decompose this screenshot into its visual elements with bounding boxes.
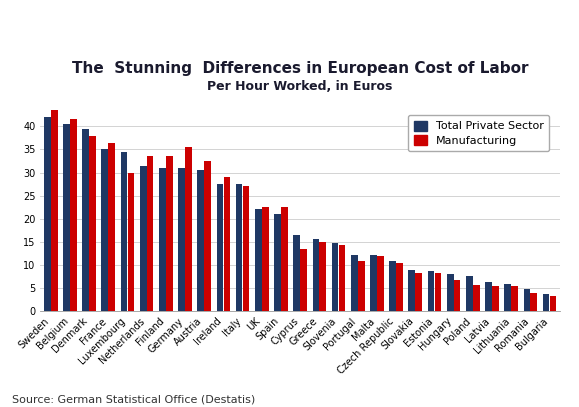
Bar xyxy=(236,184,243,311)
Bar xyxy=(320,242,326,311)
Bar xyxy=(454,280,460,311)
Text: Source: German Statistical Office (Destatis): Source: German Statistical Office (Desta… xyxy=(12,395,255,405)
Bar xyxy=(70,120,77,311)
Bar xyxy=(447,274,453,311)
Bar xyxy=(549,296,556,311)
Bar xyxy=(543,294,549,311)
Bar xyxy=(166,156,173,311)
Bar xyxy=(108,142,115,311)
Bar xyxy=(274,214,281,311)
Bar xyxy=(485,282,492,311)
Bar xyxy=(504,284,511,311)
Bar xyxy=(255,210,262,311)
Bar xyxy=(197,170,204,311)
Bar xyxy=(396,263,403,311)
Bar xyxy=(82,129,89,311)
Bar xyxy=(370,255,377,311)
Bar xyxy=(120,152,127,311)
Legend: Total Private Sector, Manufacturing: Total Private Sector, Manufacturing xyxy=(408,115,549,151)
Bar xyxy=(313,239,319,311)
Bar xyxy=(492,286,499,311)
Text: Per Hour Worked, in Euros: Per Hour Worked, in Euros xyxy=(207,80,393,93)
Bar xyxy=(127,173,134,311)
Bar xyxy=(389,261,396,311)
Bar xyxy=(185,147,192,311)
Bar xyxy=(435,273,441,311)
Title: The  Stunning  Differences in European Cost of Labor
Per Hour Worked, in Euros: The Stunning Differences in European Cos… xyxy=(0,406,1,407)
Bar xyxy=(51,110,57,311)
Bar xyxy=(204,161,211,311)
Bar xyxy=(217,184,223,311)
Bar xyxy=(301,249,307,311)
Bar xyxy=(262,207,269,311)
Text: The  Stunning  Differences in European Cost of Labor: The Stunning Differences in European Cos… xyxy=(72,61,529,76)
Bar xyxy=(530,293,537,311)
Bar xyxy=(523,289,530,311)
Bar xyxy=(466,276,472,311)
Bar xyxy=(146,156,153,311)
Bar xyxy=(358,261,365,311)
Bar xyxy=(415,273,422,311)
Bar xyxy=(511,286,518,311)
Bar xyxy=(339,245,345,311)
Bar xyxy=(408,270,415,311)
Bar xyxy=(428,271,434,311)
Bar xyxy=(332,243,338,311)
Bar xyxy=(294,235,300,311)
Bar xyxy=(89,136,96,311)
Bar xyxy=(223,177,230,311)
Bar xyxy=(159,168,166,311)
Bar xyxy=(101,149,108,311)
Bar xyxy=(178,168,185,311)
Bar xyxy=(63,124,70,311)
Bar xyxy=(140,166,146,311)
Bar xyxy=(377,256,384,311)
Bar xyxy=(44,117,50,311)
Bar xyxy=(281,207,288,311)
Bar xyxy=(243,186,250,311)
Bar xyxy=(473,285,479,311)
Bar xyxy=(351,255,358,311)
